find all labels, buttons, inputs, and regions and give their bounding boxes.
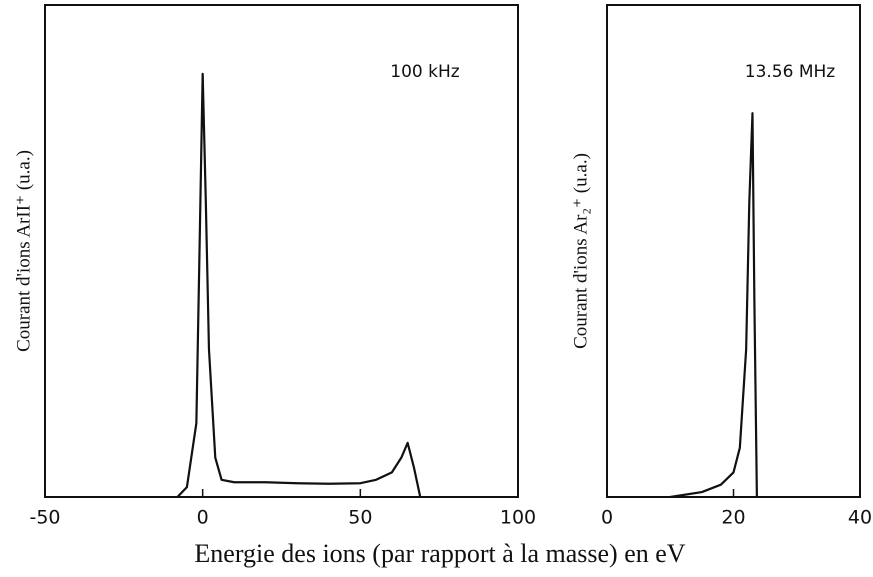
plot-frame xyxy=(44,4,519,498)
x-tick-label: 100 xyxy=(500,507,536,529)
annotation: 13.56 MHz xyxy=(745,62,836,82)
x-tick-label: 40 xyxy=(848,507,872,529)
y-axis-label: Courant d'ions Ar₂⁺ (u.a.) xyxy=(570,153,591,349)
x-tick-label: 0 xyxy=(601,507,613,529)
y-axis-label: Courant d'ions ArII⁺ (u.a.) xyxy=(13,150,34,352)
x-axis-label: Energie des ions (par rapport à la masse… xyxy=(194,539,685,568)
x-tick-label: 0 xyxy=(197,507,209,529)
x-tick-label: 50 xyxy=(348,507,372,529)
annotation: 100 kHz xyxy=(390,62,459,82)
x-tick-label: 20 xyxy=(721,507,745,529)
data-line xyxy=(670,112,758,499)
data-line xyxy=(176,72,422,498)
x-tick-label: -50 xyxy=(29,507,60,529)
